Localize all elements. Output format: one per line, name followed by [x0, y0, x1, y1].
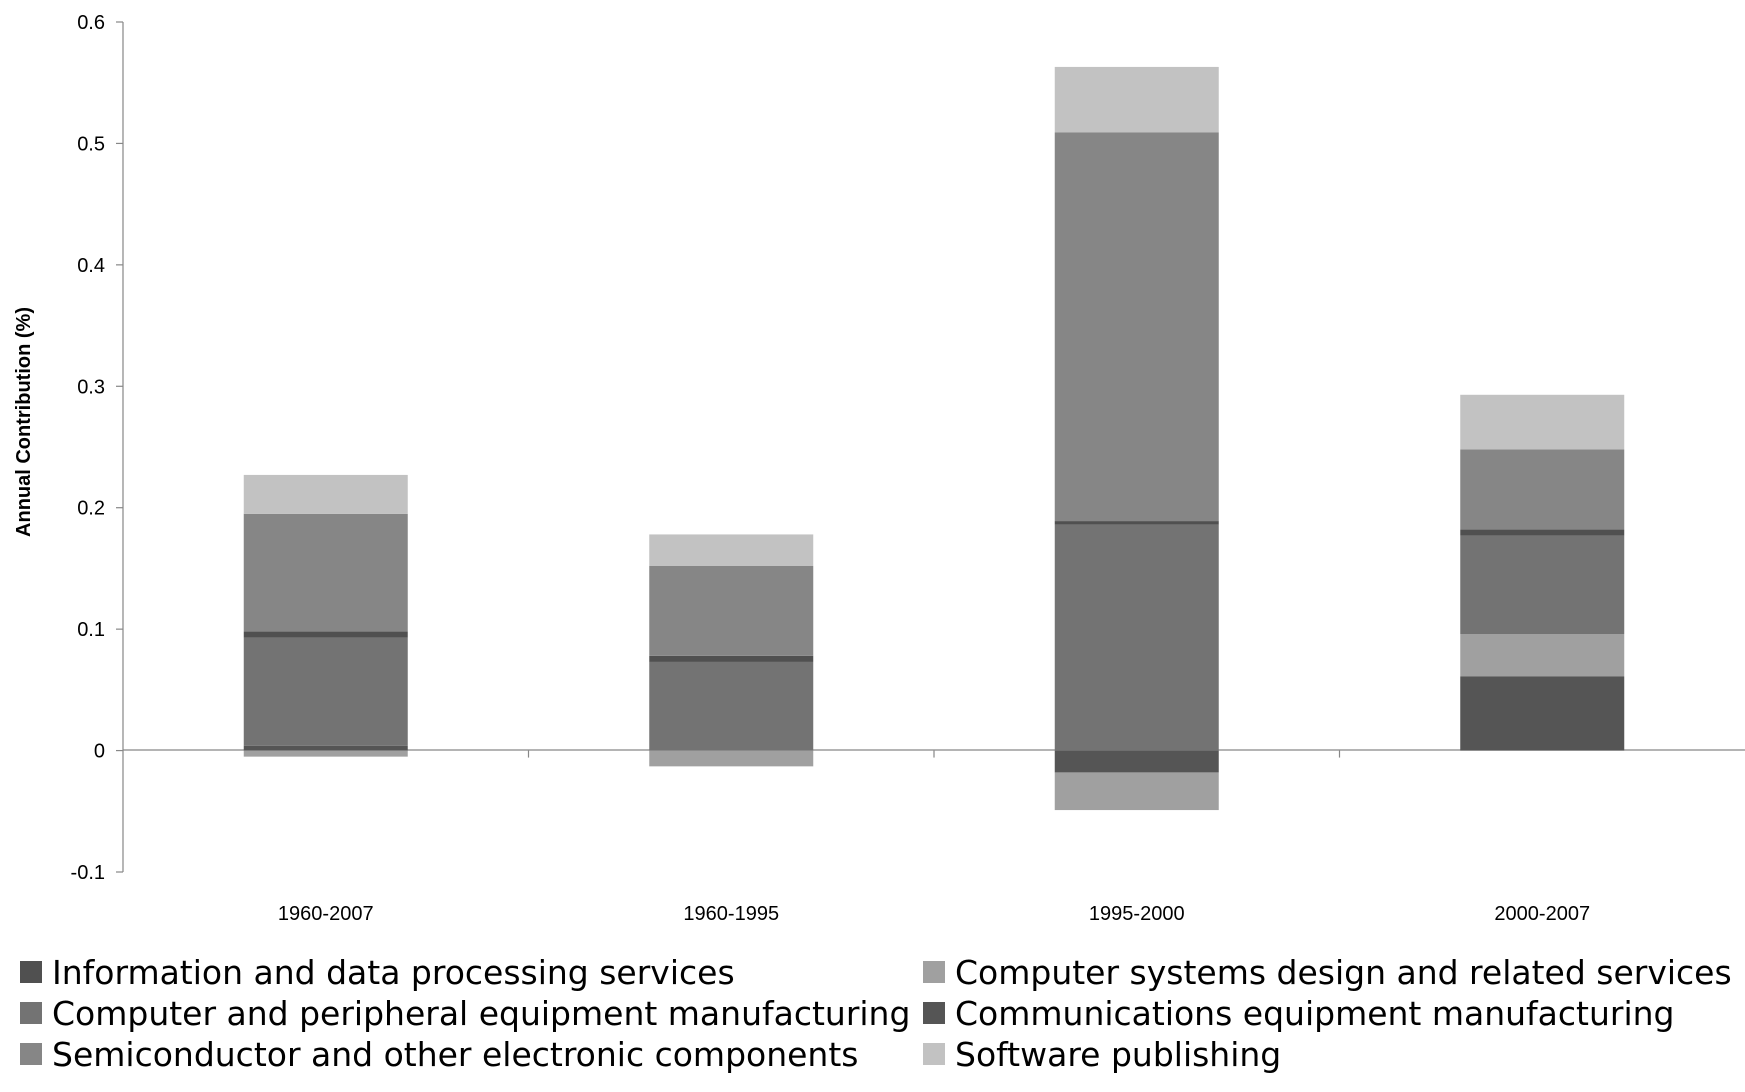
y-tick-label: 0	[94, 741, 105, 763]
legend-swatch	[923, 1002, 945, 1024]
bar-segment	[1460, 529, 1625, 536]
bar-segment	[243, 631, 408, 638]
y-tick-label: 0.4	[77, 255, 105, 277]
bar-segment	[243, 474, 408, 514]
legend-item: Software publishing	[923, 1034, 1281, 1074]
legend-swatch	[20, 961, 42, 983]
legend-label: Semiconductor and other electronic compo…	[52, 1034, 859, 1074]
bar-segment	[1054, 772, 1219, 811]
bar-segment	[1460, 394, 1625, 450]
legend: Information and data processing services…	[20, 952, 1740, 1092]
bar-segment	[649, 661, 814, 751]
y-tick-label: 0.2	[77, 498, 105, 520]
y-tick-label: 0.1	[77, 619, 105, 641]
legend-item: Information and data processing services	[20, 952, 735, 992]
x-ticks: 1960-2007 1960-1995 1995-2000 2000-2007	[278, 750, 1590, 925]
bar-segment	[1460, 535, 1625, 634]
y-tick-label: 0.5	[77, 133, 105, 155]
bars	[243, 66, 1625, 811]
legend-swatch	[923, 961, 945, 983]
legend-item: Computer and peripheral equipment manufa…	[20, 993, 910, 1033]
y-ticks: 0.6 0.5 0.4 0.3 0.2 0.1 0 -0.1	[71, 12, 123, 884]
bar-segment	[243, 513, 408, 632]
legend-item: Communications equipment manufacturing	[923, 993, 1675, 1033]
stacked-bar-chart: Annual Contribution (%) 0.60.50.40.30.20…	[13, 12, 1745, 925]
legend-label: Communications equipment manufacturing	[955, 993, 1675, 1033]
bar-segment	[1460, 676, 1625, 751]
bar-segment	[243, 745, 408, 751]
bar-segment	[1054, 750, 1219, 773]
legend-swatch	[923, 1043, 945, 1065]
legend-label: Computer systems design and related serv…	[955, 952, 1732, 992]
x-tick-label: 1960-1995	[683, 903, 779, 925]
bar-segment	[243, 637, 408, 746]
legend-label: Information and data processing services	[52, 952, 735, 992]
bar-segment	[649, 534, 814, 566]
bar-segment	[649, 655, 814, 662]
y-axis-title: Annual Contribution (%)	[13, 307, 35, 537]
bar-segment	[1054, 132, 1219, 522]
bar-segment	[1054, 521, 1219, 525]
legend-label: Software publishing	[955, 1034, 1282, 1074]
legend-item: Semiconductor and other electronic compo…	[20, 1034, 858, 1074]
legend-label: Computer and peripheral equipment manufa…	[52, 993, 911, 1033]
legend-item: Computer systems design and related serv…	[923, 952, 1732, 992]
x-tick-label: 1960-2007	[278, 903, 374, 925]
bar-segment	[649, 566, 814, 656]
y-tick-label: -0.1	[71, 862, 105, 884]
legend-swatch	[20, 1002, 42, 1024]
bar-segment	[1460, 634, 1625, 677]
bar-segment	[649, 750, 814, 767]
x-tick-label: 1995-2000	[1089, 903, 1185, 925]
bar-segment	[1054, 66, 1219, 133]
bar-segment	[1054, 524, 1219, 751]
legend-swatch	[20, 1043, 42, 1065]
y-tick-label: 0.3	[77, 376, 105, 398]
x-tick-label: 2000-2007	[1494, 903, 1590, 925]
bar-segment	[1460, 449, 1625, 530]
y-tick-label: 0.6	[77, 12, 105, 34]
bar-segment	[243, 750, 408, 757]
